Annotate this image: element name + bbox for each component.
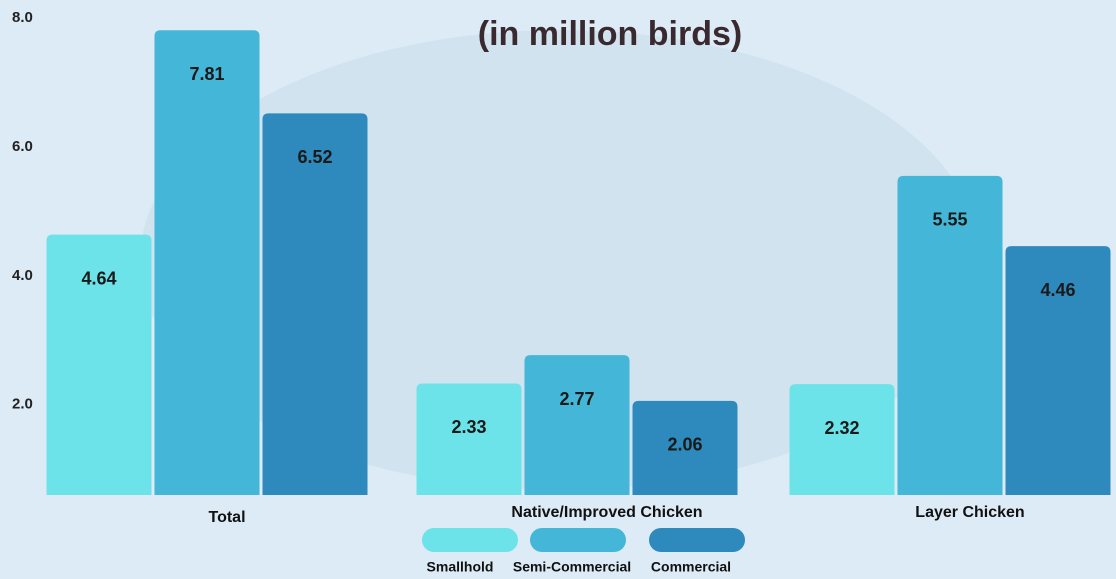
y-tick-label: 2.0: [12, 396, 33, 413]
legend-label: Commercial: [651, 559, 731, 575]
x-tick-label: Total: [208, 509, 245, 526]
value-label: 7.81: [189, 64, 224, 84]
bar: [417, 383, 522, 495]
y-tick-label: 6.0: [12, 138, 33, 155]
bar: [155, 30, 260, 495]
x-tick-label: Layer Chicken: [915, 504, 1024, 521]
value-label: 2.06: [667, 435, 702, 455]
value-label: 2.32: [824, 418, 859, 438]
legend-swatch: [530, 528, 626, 552]
value-label: 6.52: [297, 147, 332, 167]
value-label: 4.46: [1040, 280, 1075, 300]
chart-title: (in million birds): [478, 15, 742, 53]
chart: (in million birds) 2.0 4.0 6.0 8.0 4.64 7.81 6…: [0, 0, 1116, 579]
bar: [263, 113, 368, 495]
value-label: 2.33: [451, 417, 486, 437]
bar: [525, 355, 630, 495]
legend-label: Semi-Commercial: [513, 559, 631, 575]
y-tick-label: 8.0: [12, 9, 33, 26]
value-label: 2.77: [559, 389, 594, 409]
legend-label: Smallhold: [427, 559, 494, 575]
legend-swatch: [649, 528, 745, 552]
x-tick-label: Native/Improved Chicken: [511, 504, 702, 521]
y-tick-label: 4.0: [12, 267, 33, 284]
value-label: 4.64: [81, 268, 116, 288]
value-label: 5.55: [932, 210, 967, 230]
bar: [790, 384, 895, 495]
legend-swatch: [422, 528, 518, 552]
